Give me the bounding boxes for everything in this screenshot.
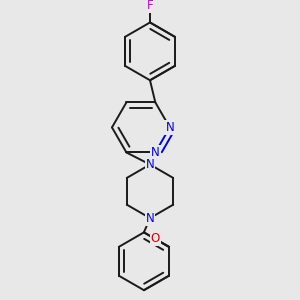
Text: O: O bbox=[151, 232, 160, 245]
Text: N: N bbox=[146, 158, 154, 171]
Text: N: N bbox=[165, 121, 174, 134]
Text: N: N bbox=[151, 146, 160, 159]
Text: F: F bbox=[147, 0, 153, 12]
Text: N: N bbox=[146, 212, 154, 225]
